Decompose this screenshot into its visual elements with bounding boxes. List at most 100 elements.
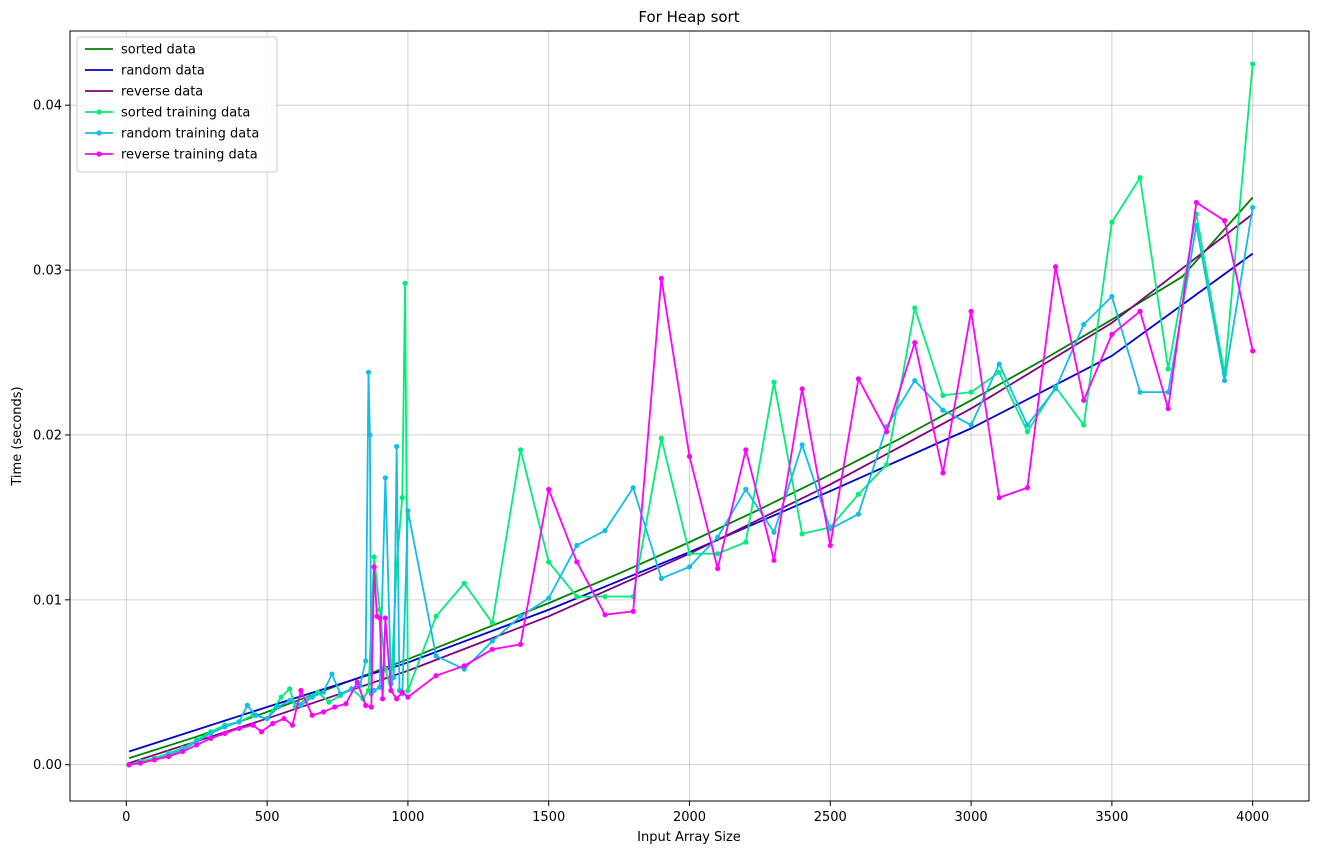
data-point	[658, 275, 664, 281]
data-point	[658, 575, 664, 582]
x-tick-label: 0	[122, 810, 130, 825]
data-point	[715, 534, 721, 540]
data-point	[394, 443, 400, 450]
data-point	[222, 730, 228, 736]
data-point	[281, 715, 287, 722]
data-point	[715, 551, 721, 557]
data-point	[996, 495, 1002, 501]
data-point	[1081, 422, 1087, 428]
data-point	[546, 595, 552, 601]
series-sorted-data	[128, 196, 1254, 759]
data-point	[253, 712, 259, 718]
data-point	[326, 699, 332, 705]
y-tick-label: 0.02	[33, 428, 62, 443]
legend: sorted data random data reverse data sorted…	[76, 36, 278, 173]
data-point	[517, 447, 524, 453]
data-point	[354, 679, 360, 685]
data-point	[309, 712, 315, 718]
data-point	[1221, 218, 1228, 224]
x-tick-label: 2000	[673, 810, 706, 825]
data-point	[574, 542, 580, 549]
data-point	[715, 565, 721, 572]
data-point	[137, 760, 143, 766]
x-tick-label: 1500	[532, 810, 565, 825]
y-tick-label: 0.00	[33, 758, 62, 773]
data-point	[743, 539, 749, 545]
data-point	[337, 691, 343, 697]
data-point	[367, 432, 373, 438]
series-reverse-training-data	[126, 199, 1256, 768]
data-point	[343, 701, 349, 707]
series-line-random-training-data	[128, 207, 1254, 766]
data-point	[320, 709, 327, 715]
data-point	[968, 389, 974, 395]
data-point	[1137, 308, 1143, 314]
data-point	[363, 658, 369, 664]
data-point	[912, 305, 918, 311]
data-point	[940, 392, 946, 398]
data-point	[1024, 485, 1031, 491]
data-point	[433, 653, 439, 659]
series-line-reverse-training-data	[128, 201, 1254, 766]
data-point	[180, 748, 186, 755]
data-point	[208, 735, 214, 741]
data-point	[371, 564, 377, 570]
data-point	[743, 486, 749, 492]
data-point	[630, 608, 636, 614]
y-tick-label: 0.01	[33, 593, 62, 608]
data-point	[686, 564, 693, 570]
data-point	[743, 447, 749, 453]
data-point	[968, 422, 974, 428]
data-point	[399, 495, 405, 501]
data-point	[799, 531, 805, 537]
data-point	[940, 470, 946, 476]
data-point	[1221, 377, 1228, 384]
data-point	[827, 542, 833, 549]
data-point	[1193, 199, 1199, 206]
x-tick-label: 3500	[1095, 810, 1128, 825]
legend-label: reverse training data	[121, 148, 258, 163]
data-point	[151, 757, 158, 763]
data-point	[574, 559, 580, 565]
data-point	[461, 580, 467, 586]
data-point	[1109, 219, 1115, 225]
data-point	[264, 715, 270, 722]
data-point	[165, 753, 172, 760]
data-point	[405, 687, 411, 694]
data-point	[365, 369, 372, 375]
x-tick-label: 1000	[391, 810, 424, 825]
data-point	[855, 511, 862, 517]
data-point	[686, 453, 693, 459]
data-point	[602, 612, 608, 618]
data-point	[686, 551, 693, 557]
data-point	[968, 308, 974, 314]
x-tick-label: 500	[255, 810, 280, 825]
data-point	[855, 491, 862, 497]
x-tick-label: 4000	[1236, 810, 1269, 825]
data-point	[377, 615, 383, 621]
plot-area	[126, 61, 1256, 768]
data-point	[371, 687, 377, 694]
series-sorted-training-data	[126, 61, 1256, 768]
data-point	[602, 593, 608, 600]
data-point	[940, 407, 946, 413]
data-point	[489, 646, 495, 652]
data-point	[379, 696, 386, 702]
data-point	[371, 554, 377, 560]
data-point	[574, 593, 580, 600]
data-point	[1109, 293, 1115, 300]
data-point	[602, 527, 608, 534]
legend-label: sorted training data	[121, 106, 250, 121]
legend-label: random data	[121, 64, 205, 79]
data-point	[377, 684, 383, 690]
data-point	[771, 557, 777, 563]
legend-marker	[96, 130, 102, 136]
data-point	[194, 742, 200, 748]
data-point	[771, 379, 777, 385]
data-point	[461, 663, 467, 669]
data-point	[546, 559, 552, 565]
data-point	[546, 486, 552, 492]
data-point	[1250, 204, 1256, 211]
data-point	[1024, 422, 1031, 428]
